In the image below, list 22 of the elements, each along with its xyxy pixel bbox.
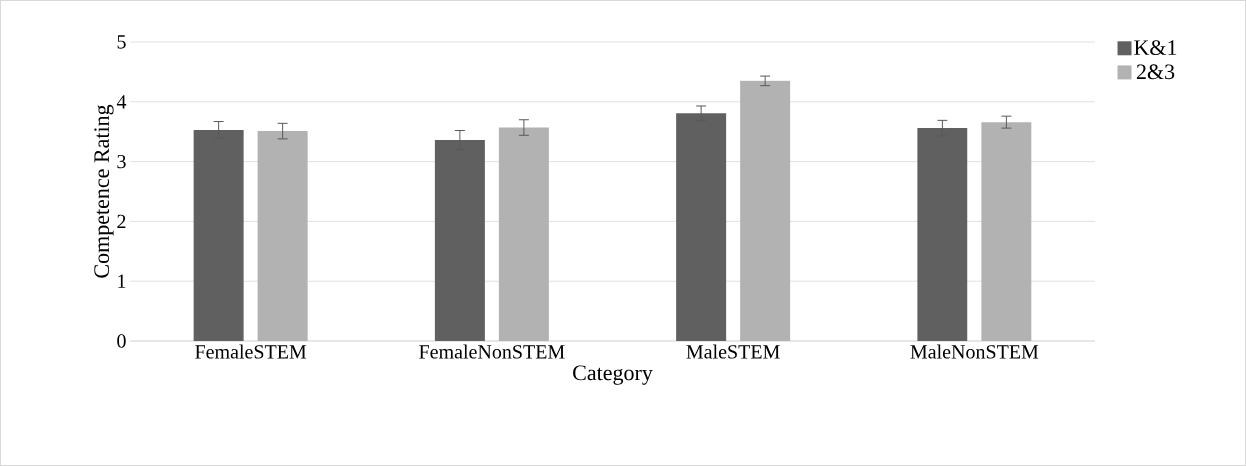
y-tick-label: 0 <box>117 334 126 348</box>
x-tick-label: MaleNonSTEM <box>910 344 1039 359</box>
y-tick-label: 3 <box>117 154 126 169</box>
legend-label: 2&3 <box>1136 64 1175 80</box>
bar <box>498 127 549 341</box>
y-tick-label: 4 <box>116 95 127 109</box>
legend-label: K&1 <box>1134 40 1177 56</box>
bar <box>434 140 485 341</box>
bar <box>676 113 727 341</box>
y-tick-label: 5 <box>117 35 126 49</box>
bar <box>740 80 791 341</box>
y-tick-label: 1 <box>118 274 126 288</box>
y-tick-label: 2 <box>117 214 126 229</box>
x-axis-title: Category <box>573 365 653 385</box>
y-axis-title: Competence Rating <box>94 104 114 278</box>
x-tick-label: FemaleSTEM <box>195 344 307 359</box>
bar <box>981 122 1032 341</box>
bar <box>193 129 244 341</box>
x-tick-label: MaleSTEM <box>686 344 780 359</box>
bar <box>257 131 308 341</box>
x-tick-label: FemaleNonSTEM <box>419 344 565 359</box>
bar <box>917 128 968 341</box>
